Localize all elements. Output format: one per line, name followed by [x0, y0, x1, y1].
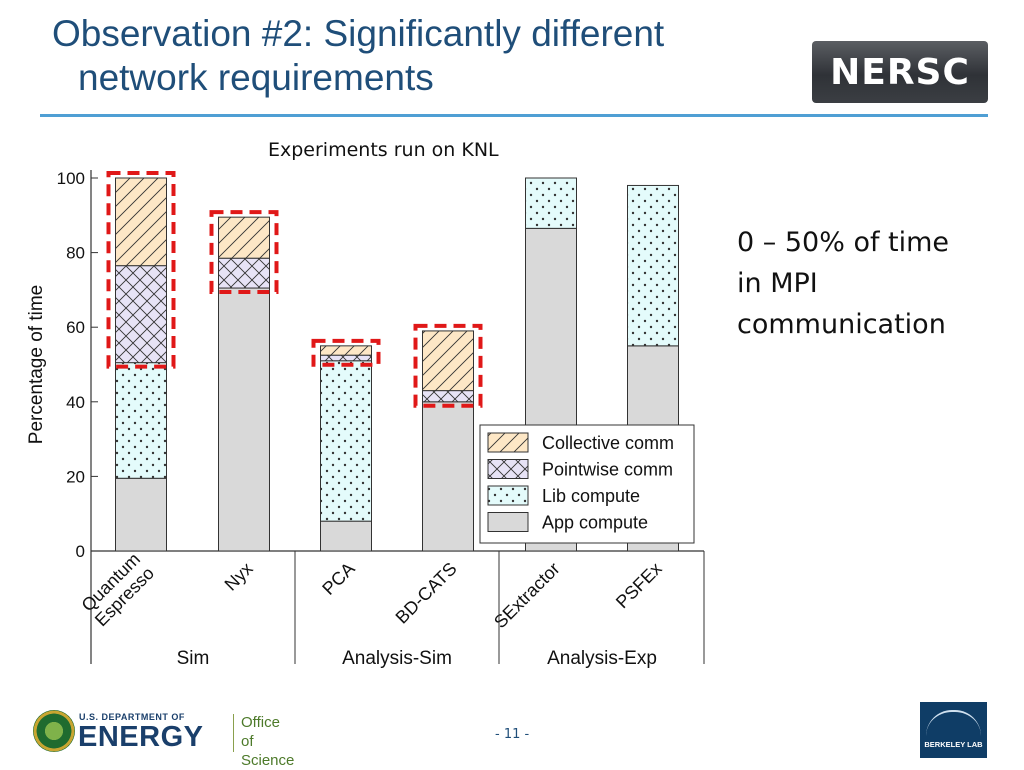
berkeley-lab-logo: BERKELEY LAB — [920, 702, 987, 758]
title-line-1: Observation #2: Significantly different — [52, 13, 665, 54]
category-label: Nyx — [221, 559, 257, 595]
office-line-1: Office of — [241, 714, 280, 750]
title-divider — [40, 114, 988, 117]
mpi-callout: 0 – 50% of time in MPI communication — [737, 222, 987, 345]
bar-segment — [115, 362, 167, 479]
group-label: Analysis-Exp — [547, 648, 657, 669]
bar-segment — [627, 184, 679, 347]
y-tick-label: 20 — [66, 467, 85, 486]
legend-swatch — [487, 512, 529, 532]
bar-segment — [115, 177, 167, 267]
category-label-line: BD-CATS — [392, 559, 461, 628]
category-label-line: PSFEx — [612, 559, 666, 613]
legend-label: Pointwise comm — [542, 460, 673, 480]
legend-swatch — [487, 432, 529, 453]
chart-subtitle: Experiments run on KNL — [268, 139, 499, 161]
bar-segment — [115, 477, 167, 552]
doe-top-text: U.S. DEPARTMENT OF — [79, 712, 185, 722]
category-label: BD-CATS — [392, 559, 461, 628]
y-tick-label: 100 — [57, 169, 85, 188]
callout-line-1: 0 – 50% of time — [737, 227, 950, 258]
slide-title: Observation #2: Significantly different … — [52, 12, 772, 100]
bar-segment — [320, 354, 372, 362]
berkeley-arch-icon — [926, 710, 981, 736]
nersc-logo: NERSC — [812, 41, 988, 103]
doe-energy-text: ENERGY — [78, 721, 204, 753]
y-tick-label: 60 — [66, 318, 85, 337]
category-label: QuantumEspresso — [77, 549, 158, 630]
legend-label: Lib compute — [542, 486, 640, 506]
legend-swatch — [487, 459, 529, 479]
bar-segment — [115, 265, 167, 364]
berkeley-lab-text: BERKELEY LAB — [924, 740, 983, 749]
bar-segment — [525, 177, 577, 229]
category-label-line: Nyx — [221, 559, 257, 595]
bar-segment — [218, 257, 270, 289]
y-axis-label: Percentage of time — [26, 285, 47, 444]
highlight-box — [413, 323, 483, 408]
callout-line-3: communication — [737, 309, 946, 340]
doe-office-of-science-logo: U.S. DEPARTMENT OF ENERGY Office of Scie… — [33, 710, 294, 769]
group-label: Sim — [177, 648, 210, 669]
bar-segment — [422, 330, 474, 392]
group-label: Analysis-Sim — [342, 648, 452, 669]
y-tick-label: 0 — [76, 542, 85, 561]
highlight-box — [311, 338, 381, 367]
legend-label: App compute — [542, 513, 648, 533]
doe-seal-icon — [33, 710, 75, 752]
title-line-2: network requirements — [78, 57, 434, 98]
legend-label: Collective comm — [542, 433, 674, 453]
page-number: - 11 - — [495, 727, 530, 742]
office-of-science-text: Office of Science — [241, 713, 294, 770]
logo-separator — [233, 714, 234, 752]
callout-line-2: in MPI — [737, 268, 818, 299]
category-label-line: SExtractor — [490, 559, 564, 633]
category-label-line: PCA — [318, 559, 358, 599]
highlight-box — [209, 210, 279, 295]
bar-segment — [320, 360, 372, 522]
category-label: SExtractor — [490, 559, 564, 633]
bar-segment — [320, 520, 372, 552]
highlight-box — [106, 171, 176, 369]
legend-swatch — [487, 485, 529, 506]
category-label: PSFEx — [612, 559, 666, 613]
bar-segment — [218, 216, 270, 259]
y-tick-label: 80 — [66, 244, 85, 263]
bar-segment — [422, 390, 474, 403]
bar-segment — [320, 345, 372, 356]
bar-segment — [218, 287, 270, 552]
category-label: PCA — [318, 559, 358, 599]
bar-segment — [422, 401, 474, 552]
y-tick-label: 40 — [66, 393, 85, 412]
office-line-2: Science — [241, 752, 295, 769]
